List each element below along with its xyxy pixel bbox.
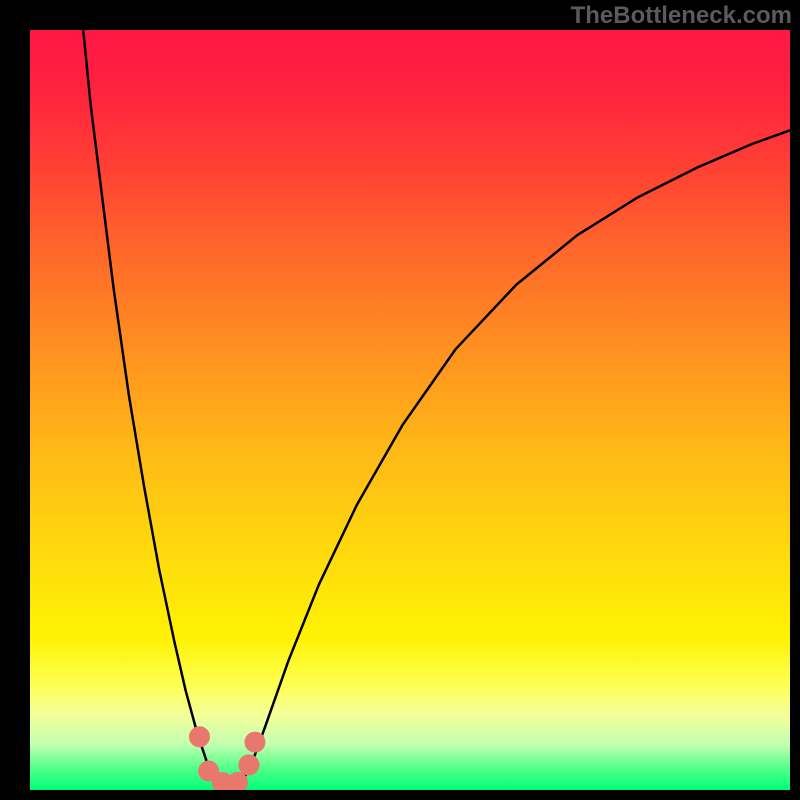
marker-point-4 [239,755,259,775]
watermark-text: TheBottleneck.com [571,2,792,30]
marker-point-3 [227,772,247,790]
marker-point-5 [245,732,265,752]
curve-left_branch [83,30,220,786]
plot-area [30,30,790,790]
marker-point-0 [189,727,209,747]
curve-right_branch [239,130,790,786]
chart-container: TheBottleneck.com [0,0,800,800]
curve-layer [30,30,790,790]
